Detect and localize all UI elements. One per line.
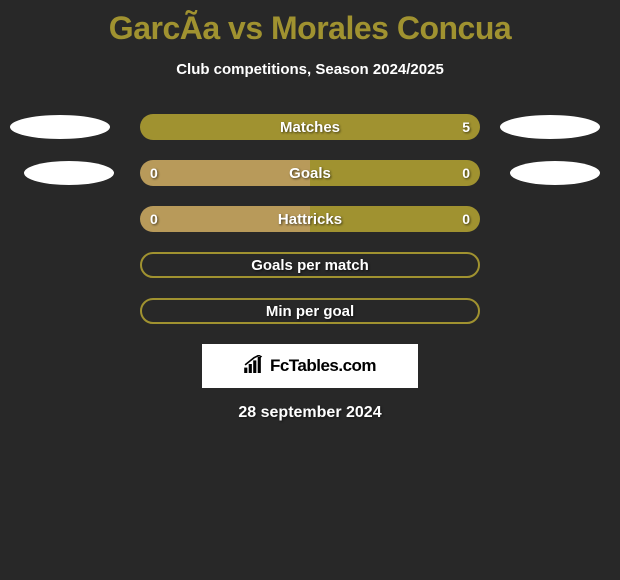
stat-row: 5Matches [0, 114, 620, 140]
stat-bar-left-seg [140, 206, 310, 232]
logo-box: FcTables.com [202, 344, 418, 388]
stat-row: 00Goals [0, 160, 620, 186]
stat-left-value: 0 [150, 160, 158, 186]
stat-label: Goals per match [142, 254, 478, 276]
stat-bar-right-seg [140, 114, 480, 140]
stat-bar-right-seg [310, 206, 480, 232]
stat-row: Min per goal [0, 298, 620, 324]
stat-bar: 00Goals [140, 160, 480, 186]
player-right-ellipse [510, 161, 600, 185]
stat-label: Min per goal [142, 300, 478, 322]
stat-bar: 5Matches [140, 114, 480, 140]
stat-rows: 5Matches00Goals00HattricksGoals per matc… [0, 114, 620, 324]
player-left-ellipse [24, 161, 114, 185]
stat-right-value: 0 [462, 160, 470, 186]
player-left-ellipse [10, 115, 110, 139]
date-text: 28 september 2024 [0, 404, 620, 422]
subtitle: Club competitions, Season 2024/2025 [0, 61, 620, 78]
stat-left-value: 0 [150, 206, 158, 232]
stat-bar-right-seg [310, 160, 480, 186]
stat-row: 00Hattricks [0, 206, 620, 232]
player-right-ellipse [500, 115, 600, 139]
stat-bar: Min per goal [140, 298, 480, 324]
stat-row: Goals per match [0, 252, 620, 278]
chart-icon [244, 355, 266, 378]
stat-bar: 00Hattricks [140, 206, 480, 232]
stat-right-value: 5 [462, 114, 470, 140]
stat-bar-left-seg [140, 160, 310, 186]
stat-right-value: 0 [462, 206, 470, 232]
page-title: GarcÃ­a vs Morales Concua [0, 0, 620, 47]
logo-text: FcTables.com [270, 356, 376, 376]
stat-bar: Goals per match [140, 252, 480, 278]
